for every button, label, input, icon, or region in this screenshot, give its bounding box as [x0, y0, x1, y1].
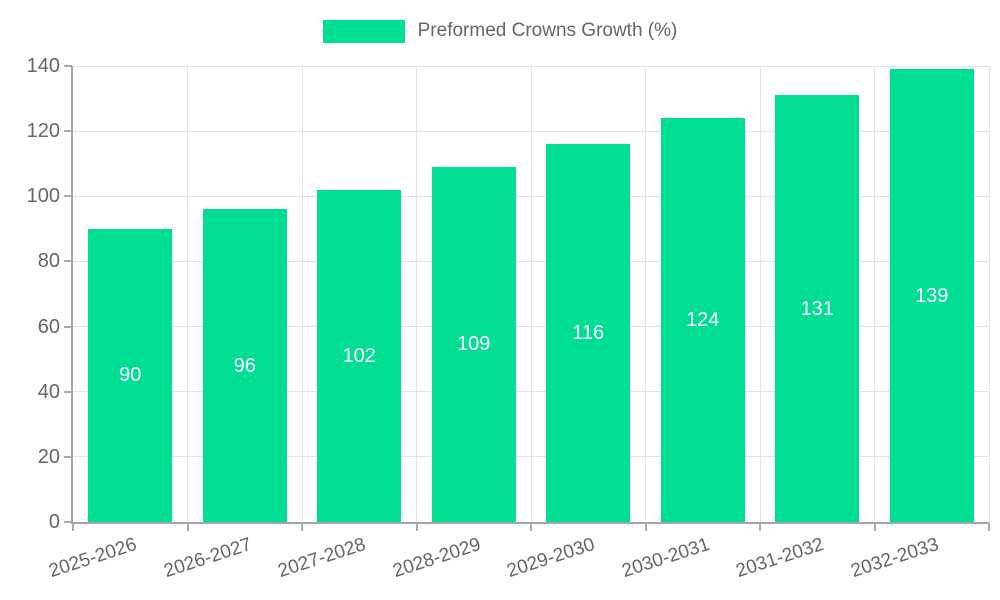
y-tick-label: 40: [37, 380, 60, 403]
y-tick-label: 100: [26, 185, 60, 208]
x-tick-label: 2029-2030: [504, 534, 598, 583]
x-tick-label: 2032-2033: [848, 534, 942, 583]
bar: [431, 166, 516, 522]
x-gridline: [988, 66, 990, 522]
bar-value-label: 131: [800, 297, 834, 320]
bar: [889, 69, 974, 522]
x-axis-tick: [988, 523, 990, 531]
x-gridline: [416, 66, 417, 522]
y-axis-tick: [64, 325, 72, 328]
bar: [546, 144, 631, 522]
x-axis-tick: [759, 523, 761, 531]
bar: [317, 189, 402, 522]
bar-value-label: 116: [572, 322, 605, 345]
x-tick-label: 2030-2031: [619, 534, 713, 583]
legend[interactable]: Preformed Crowns Growth (%): [0, 17, 1000, 45]
x-axis-tick: [301, 523, 303, 531]
y-axis-line: [71, 66, 73, 524]
x-gridline: [759, 66, 761, 522]
x-axis-tick: [72, 523, 74, 531]
y-axis-tick: [64, 65, 72, 67]
bar: [202, 209, 287, 522]
bar-value-label: 139: [915, 284, 949, 307]
x-gridline: [645, 66, 646, 522]
bar-value-label: 109: [457, 333, 491, 356]
y-axis-tick: [64, 260, 72, 263]
y-axis-tick: [64, 390, 72, 393]
x-gridline: [874, 66, 875, 522]
bar-value-label: 96: [233, 354, 256, 377]
legend-swatch: [322, 19, 405, 43]
legend-label: Preformed Crowns Growth (%): [417, 20, 678, 41]
x-axis-tick: [530, 523, 532, 531]
y-tick-label: 0: [48, 511, 60, 533]
y-tick-label: 140: [26, 55, 60, 77]
x-axis-tick: [644, 523, 647, 531]
x-axis-tick: [415, 523, 418, 531]
x-axis-line: [71, 522, 989, 524]
y-axis-tick: [64, 521, 72, 523]
x-tick-label: 2026-2027: [161, 534, 255, 583]
x-gridline: [530, 66, 532, 522]
bar-value-label: 124: [686, 309, 720, 332]
y-tick-label: 80: [37, 250, 60, 273]
bar: [660, 118, 745, 522]
bar-value-label: 102: [342, 344, 376, 367]
x-axis-tick: [873, 523, 876, 531]
y-tick-label: 120: [26, 120, 60, 143]
x-tick-label: 2031-2032: [733, 534, 827, 583]
y-tick-label: 60: [37, 315, 60, 338]
x-gridline: [301, 66, 303, 522]
x-gridline: [187, 66, 188, 522]
x-tick-label: 2028-2029: [390, 534, 484, 583]
y-tick-label: 20: [37, 445, 60, 468]
bar: [775, 95, 860, 522]
y-axis-tick: [64, 195, 72, 198]
bar: [88, 228, 173, 522]
x-tick-label: 2027-2028: [275, 534, 369, 583]
bar-value-label: 90: [119, 364, 142, 387]
y-axis-tick: [64, 130, 72, 133]
x-axis-tick: [186, 523, 189, 531]
x-tick-label: 2025-2026: [46, 534, 140, 583]
y-axis-tick: [64, 455, 72, 458]
